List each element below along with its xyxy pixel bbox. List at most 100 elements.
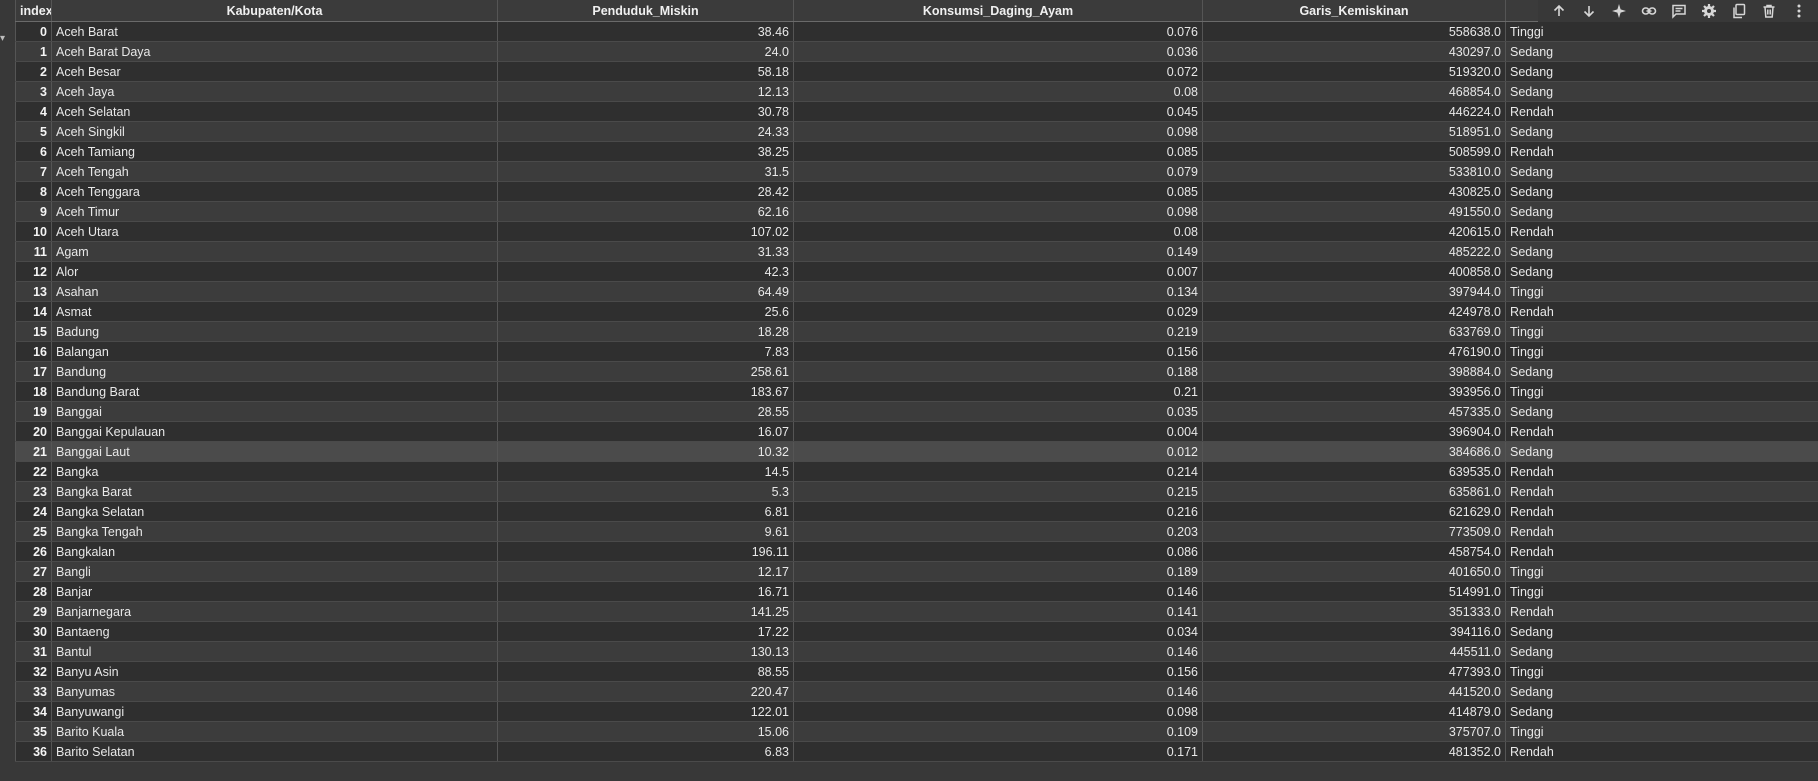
table-row: 10 Aceh Utara 107.02 0.08 420615.0 Rendah (15, 221, 1818, 242)
row-index: 21 (15, 441, 52, 462)
penduduk-miskin-cell: 38.25 (497, 141, 794, 162)
table-row: 23 Bangka Barat 5.3 0.215 635861.0 Rendah (15, 481, 1818, 502)
kabupaten-kota-cell: Bangka Tengah (51, 521, 498, 542)
garis-kemiskinan-cell: 393956.0 (1202, 381, 1506, 402)
penduduk-miskin-cell: 220.47 (497, 681, 794, 702)
konsumsi-daging-ayam-cell: 0.146 (793, 681, 1203, 702)
konsumsi-daging-ayam-cell: 0.156 (793, 341, 1203, 362)
row-index: 8 (15, 181, 52, 202)
kategori-cell: Sedang (1505, 441, 1818, 462)
row-index: 13 (15, 281, 52, 302)
garis-kemiskinan-cell: 457335.0 (1202, 401, 1506, 422)
cell-toolbar (1538, 0, 1818, 22)
garis-kemiskinan-cell: 394116.0 (1202, 621, 1506, 642)
table-row: 26 Bangkalan 196.11 0.086 458754.0 Rendah (15, 541, 1818, 562)
row-index: 28 (15, 581, 52, 602)
kategori-cell: Tinggi (1505, 561, 1818, 582)
dataframe-table: index Kabupaten/Kota Penduduk_Miskin Konsum… (15, 0, 1818, 762)
table-row: 15 Badung 18.28 0.219 633769.0 Tinggi (15, 321, 1818, 342)
table-row: 14 Asmat 25.6 0.029 424978.0 Rendah (15, 301, 1818, 322)
arrow-up-icon[interactable] (1544, 0, 1574, 22)
table-row: 34 Banyuwangi 122.01 0.098 414879.0 Sedang (15, 701, 1818, 722)
konsumsi-daging-ayam-cell: 0.188 (793, 361, 1203, 382)
garis-kemiskinan-cell: 375707.0 (1202, 721, 1506, 742)
trash-icon[interactable] (1754, 0, 1784, 22)
row-index: 32 (15, 661, 52, 682)
row-index: 33 (15, 681, 52, 702)
kabupaten-kota-cell: Aceh Utara (51, 221, 498, 242)
table-row: 22 Bangka 14.5 0.214 639535.0 Rendah (15, 461, 1818, 482)
kategori-cell: Sedang (1505, 121, 1818, 142)
cell-gutter: ▾ (0, 0, 15, 781)
garis-kemiskinan-cell: 621629.0 (1202, 501, 1506, 522)
kabupaten-kota-cell: Aceh Selatan (51, 101, 498, 122)
garis-kemiskinan-cell: 396904.0 (1202, 421, 1506, 442)
kabupaten-kota-cell: Aceh Timur (51, 201, 498, 222)
kategori-cell: Tinggi (1505, 321, 1818, 342)
row-index: 0 (15, 21, 52, 42)
konsumsi-daging-ayam-cell: 0.216 (793, 501, 1203, 522)
kategori-cell: Tinggi (1505, 381, 1818, 402)
row-index: 2 (15, 61, 52, 82)
konsumsi-daging-ayam-cell: 0.086 (793, 541, 1203, 562)
link-icon[interactable] (1634, 0, 1664, 22)
row-index: 24 (15, 501, 52, 522)
kategori-cell: Tinggi (1505, 721, 1818, 742)
table-row: 4 Aceh Selatan 30.78 0.045 446224.0 Rendah (15, 101, 1818, 122)
table-row: 28 Banjar 16.71 0.146 514991.0 Tinggi (15, 581, 1818, 602)
penduduk-miskin-cell: 12.13 (497, 81, 794, 102)
row-index: 19 (15, 401, 52, 422)
konsumsi-daging-ayam-cell: 0.215 (793, 481, 1203, 502)
arrow-down-icon[interactable] (1574, 0, 1604, 22)
kabupaten-kota-cell: Aceh Tenggara (51, 181, 498, 202)
comment-icon[interactable] (1664, 0, 1694, 22)
kategori-cell: Tinggi (1505, 581, 1818, 602)
konsumsi-daging-ayam-cell: 0.214 (793, 461, 1203, 482)
penduduk-miskin-cell: 258.61 (497, 361, 794, 382)
table-row: 13 Asahan 64.49 0.134 397944.0 Tinggi (15, 281, 1818, 302)
copy-icon[interactable] (1724, 0, 1754, 22)
kabupaten-kota-cell: Balangan (51, 341, 498, 362)
table-row: 24 Bangka Selatan 6.81 0.216 621629.0 Rendah (15, 501, 1818, 522)
kabupaten-kota-cell: Bantaeng (51, 621, 498, 642)
kategori-cell: Sedang (1505, 621, 1818, 642)
row-index: 4 (15, 101, 52, 122)
konsumsi-daging-ayam-cell: 0.072 (793, 61, 1203, 82)
garis-kemiskinan-cell: 508599.0 (1202, 141, 1506, 162)
kabupaten-kota-cell: Bangka Selatan (51, 501, 498, 522)
table-row: 9 Aceh Timur 62.16 0.098 491550.0 Sedang (15, 201, 1818, 222)
kategori-cell: Sedang (1505, 241, 1818, 262)
penduduk-miskin-cell: 15.06 (497, 721, 794, 742)
kabupaten-kota-cell: Agam (51, 241, 498, 262)
kategori-cell: Rendah (1505, 481, 1818, 502)
konsumsi-daging-ayam-cell: 0.085 (793, 141, 1203, 162)
header-penduduk-miskin: Penduduk_Miskin (497, 0, 794, 22)
row-index: 10 (15, 221, 52, 242)
kategori-cell: Sedang (1505, 681, 1818, 702)
kabupaten-kota-cell: Banjar (51, 581, 498, 602)
garis-kemiskinan-cell: 398884.0 (1202, 361, 1506, 382)
penduduk-miskin-cell: 16.71 (497, 581, 794, 602)
table-body: 0 Aceh Barat 38.46 0.076 558638.0 Tinggi 1 Aceh… (15, 21, 1818, 762)
kategori-cell: Rendah (1505, 541, 1818, 562)
penduduk-miskin-cell: 196.11 (497, 541, 794, 562)
row-index: 35 (15, 721, 52, 742)
penduduk-miskin-cell: 24.33 (497, 121, 794, 142)
kabupaten-kota-cell: Asmat (51, 301, 498, 322)
table-row: 16 Balangan 7.83 0.156 476190.0 Tinggi (15, 341, 1818, 362)
kategori-cell: Sedang (1505, 401, 1818, 422)
kategori-cell: Rendah (1505, 301, 1818, 322)
kategori-cell: Sedang (1505, 181, 1818, 202)
penduduk-miskin-cell: 183.67 (497, 381, 794, 402)
kategori-cell: Rendah (1505, 501, 1818, 522)
more-vertical-icon[interactable] (1784, 0, 1814, 22)
chevron-down-icon[interactable]: ▾ (0, 33, 6, 44)
penduduk-miskin-cell: 88.55 (497, 661, 794, 682)
kategori-cell: Sedang (1505, 701, 1818, 722)
gear-icon[interactable] (1694, 0, 1724, 22)
konsumsi-daging-ayam-cell: 0.034 (793, 621, 1203, 642)
garis-kemiskinan-cell: 533810.0 (1202, 161, 1506, 182)
sparkle-icon[interactable] (1604, 0, 1634, 22)
konsumsi-daging-ayam-cell: 0.029 (793, 301, 1203, 322)
row-index: 1 (15, 41, 52, 62)
